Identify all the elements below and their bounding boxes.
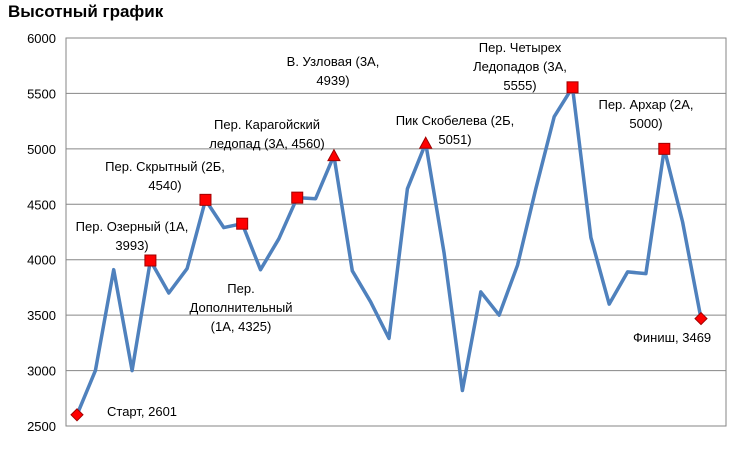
point-label-line: Дополнительный xyxy=(190,300,293,315)
point-label-line: (1А, 4325) xyxy=(211,319,272,334)
peak-marker xyxy=(418,136,433,149)
point-markers xyxy=(70,81,708,422)
point-label-line: Пер. Озерный (1А, xyxy=(76,219,189,234)
point-label-line: Пер. Карагойский xyxy=(214,117,320,132)
point-labels: Старт, 2601 Пер. Озерный (1А, 3993) Пер. Ск… xyxy=(76,40,712,419)
point-label-line: В. Узловая (3А, xyxy=(287,54,380,69)
point-label: Пер. Озерный (1А, 3993) xyxy=(76,219,189,253)
gridlines xyxy=(66,92,726,372)
endpoint-marker xyxy=(694,311,708,326)
point-label-line: Ледопадов (3А, xyxy=(473,59,567,74)
point-label: Пер. Четырех Ледопадов (3А, 5555) xyxy=(473,40,567,93)
point-label-line: Пер. Скрытный (2Б, xyxy=(105,159,225,174)
plot-area xyxy=(65,37,727,427)
pass-marker xyxy=(658,142,671,155)
pass-marker xyxy=(144,254,157,267)
series-line xyxy=(75,85,703,416)
peak-marker xyxy=(327,148,341,162)
pass-marker xyxy=(291,191,304,204)
point-label-line: 4540) xyxy=(148,178,181,193)
point-label: Пер. Дополнительный (1А, 4325) xyxy=(190,281,293,334)
point-label-line: 5555) xyxy=(503,78,536,93)
chart-title: Высотный график xyxy=(8,2,164,21)
pass-marker xyxy=(236,217,249,230)
point-label-line: Старт, 2601 xyxy=(107,404,177,419)
point-label: Финиш, 3469 xyxy=(633,330,711,345)
point-label: В. Узловая (3А, 4939) xyxy=(287,54,380,88)
point-label: Пик Скобелева (2Б, 5051) xyxy=(396,113,515,147)
point-label-line: Финиш, 3469 xyxy=(633,330,711,345)
y-tick-label: 5000 xyxy=(27,142,56,157)
y-axis-ticks: 2500 3000 3500 4000 4500 5000 5500 6000 xyxy=(27,31,56,434)
y-tick-label: 5500 xyxy=(27,86,56,101)
pass-marker xyxy=(199,193,212,206)
point-label: Пер. Скрытный (2Б, 4540) xyxy=(105,159,225,193)
elevation-line xyxy=(75,85,703,416)
point-label-line: Пер. xyxy=(227,281,254,296)
point-label-line: ледопад (3А, 4560) xyxy=(209,136,325,151)
point-label: Старт, 2601 xyxy=(107,404,177,419)
pass-marker xyxy=(566,81,579,94)
y-tick-label: 4000 xyxy=(27,253,56,268)
point-label-line: 5051) xyxy=(438,132,471,147)
y-tick-label: 2500 xyxy=(27,419,56,434)
y-tick-label: 4500 xyxy=(27,197,56,212)
point-label: Пер. Архар (2А, 5000) xyxy=(598,97,693,131)
point-label-line: 4939) xyxy=(316,73,349,88)
point-label-line: Пик Скобелева (2Б, xyxy=(396,113,515,128)
point-label-line: Пер. Четырех xyxy=(479,40,562,55)
point-label-line: 5000) xyxy=(629,116,662,131)
point-label-line: Пер. Архар (2А, xyxy=(598,97,693,112)
point-label: Пер. Карагойский ледопад (3А, 4560) xyxy=(209,117,325,151)
y-tick-label: 6000 xyxy=(27,31,56,46)
point-label-line: 3993) xyxy=(115,238,148,253)
endpoint-marker xyxy=(70,408,84,422)
y-tick-label: 3000 xyxy=(27,364,56,379)
y-tick-label: 3500 xyxy=(27,308,56,323)
